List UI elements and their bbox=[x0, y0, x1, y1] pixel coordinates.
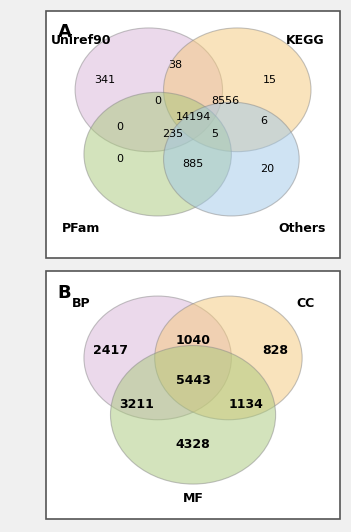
Text: 14194: 14194 bbox=[176, 112, 211, 122]
Text: 20: 20 bbox=[260, 164, 274, 174]
Text: CC: CC bbox=[296, 297, 314, 310]
Text: 341: 341 bbox=[94, 75, 115, 85]
Circle shape bbox=[84, 296, 231, 420]
Text: 1040: 1040 bbox=[176, 334, 211, 347]
Circle shape bbox=[75, 28, 223, 152]
Circle shape bbox=[164, 102, 299, 216]
Text: 885: 885 bbox=[183, 159, 204, 169]
Circle shape bbox=[111, 346, 276, 484]
Text: 235: 235 bbox=[162, 129, 183, 139]
Text: PFam: PFam bbox=[62, 222, 100, 235]
Text: 15: 15 bbox=[263, 75, 277, 85]
Text: Uniref90: Uniref90 bbox=[51, 34, 111, 47]
Text: 8556: 8556 bbox=[211, 96, 239, 106]
Text: 1134: 1134 bbox=[229, 398, 264, 411]
Circle shape bbox=[164, 28, 311, 152]
Text: 2417: 2417 bbox=[93, 344, 128, 357]
Text: 828: 828 bbox=[263, 344, 289, 357]
Text: KEGG: KEGG bbox=[286, 34, 324, 47]
Circle shape bbox=[84, 92, 231, 216]
Text: 0: 0 bbox=[116, 154, 123, 164]
Text: 38: 38 bbox=[168, 60, 183, 70]
FancyBboxPatch shape bbox=[46, 11, 340, 258]
Text: B: B bbox=[58, 284, 71, 302]
Text: BP: BP bbox=[72, 297, 90, 310]
Text: Others: Others bbox=[278, 222, 326, 235]
Text: 4328: 4328 bbox=[176, 438, 211, 451]
Text: 5: 5 bbox=[212, 129, 219, 139]
Text: 0: 0 bbox=[154, 96, 161, 106]
Circle shape bbox=[155, 296, 302, 420]
Text: 5443: 5443 bbox=[176, 373, 211, 387]
FancyBboxPatch shape bbox=[46, 271, 340, 519]
Text: A: A bbox=[58, 23, 71, 41]
Text: 6: 6 bbox=[260, 116, 267, 126]
Text: 3211: 3211 bbox=[120, 398, 154, 411]
Text: 0: 0 bbox=[116, 122, 123, 132]
Text: MF: MF bbox=[183, 493, 204, 505]
